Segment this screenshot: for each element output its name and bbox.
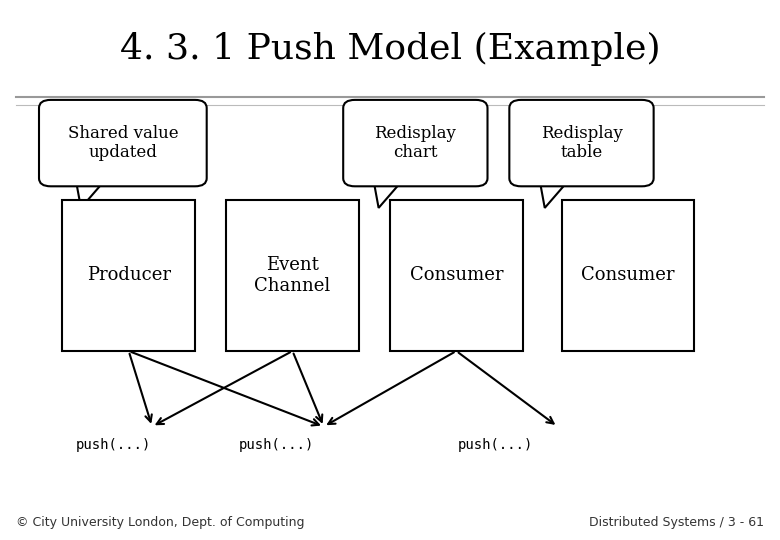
- Text: Event
Channel: Event Channel: [254, 256, 331, 295]
- Text: Redisplay
table: Redisplay table: [541, 125, 622, 161]
- Text: push(...): push(...): [458, 438, 533, 453]
- Polygon shape: [373, 178, 404, 208]
- Text: Producer: Producer: [87, 266, 171, 285]
- Text: Redisplay
chart: Redisplay chart: [374, 125, 456, 161]
- Text: Consumer: Consumer: [581, 266, 675, 285]
- Polygon shape: [539, 178, 570, 208]
- Text: Consumer: Consumer: [410, 266, 503, 285]
- Text: Shared value
updated: Shared value updated: [68, 125, 178, 161]
- FancyBboxPatch shape: [62, 200, 195, 351]
- Text: push(...): push(...): [239, 438, 314, 453]
- FancyBboxPatch shape: [562, 200, 694, 351]
- FancyBboxPatch shape: [390, 200, 523, 351]
- Text: push(...): push(...): [76, 438, 151, 453]
- Text: Distributed Systems / 3 - 61: Distributed Systems / 3 - 61: [590, 516, 764, 529]
- Text: 4. 3. 1 Push Model (Example): 4. 3. 1 Push Model (Example): [119, 31, 661, 66]
- Text: © City University London, Dept. of Computing: © City University London, Dept. of Compu…: [16, 516, 304, 529]
- FancyBboxPatch shape: [343, 100, 488, 186]
- Polygon shape: [76, 178, 107, 208]
- FancyBboxPatch shape: [226, 200, 359, 351]
- FancyBboxPatch shape: [509, 100, 654, 186]
- FancyBboxPatch shape: [39, 100, 207, 186]
